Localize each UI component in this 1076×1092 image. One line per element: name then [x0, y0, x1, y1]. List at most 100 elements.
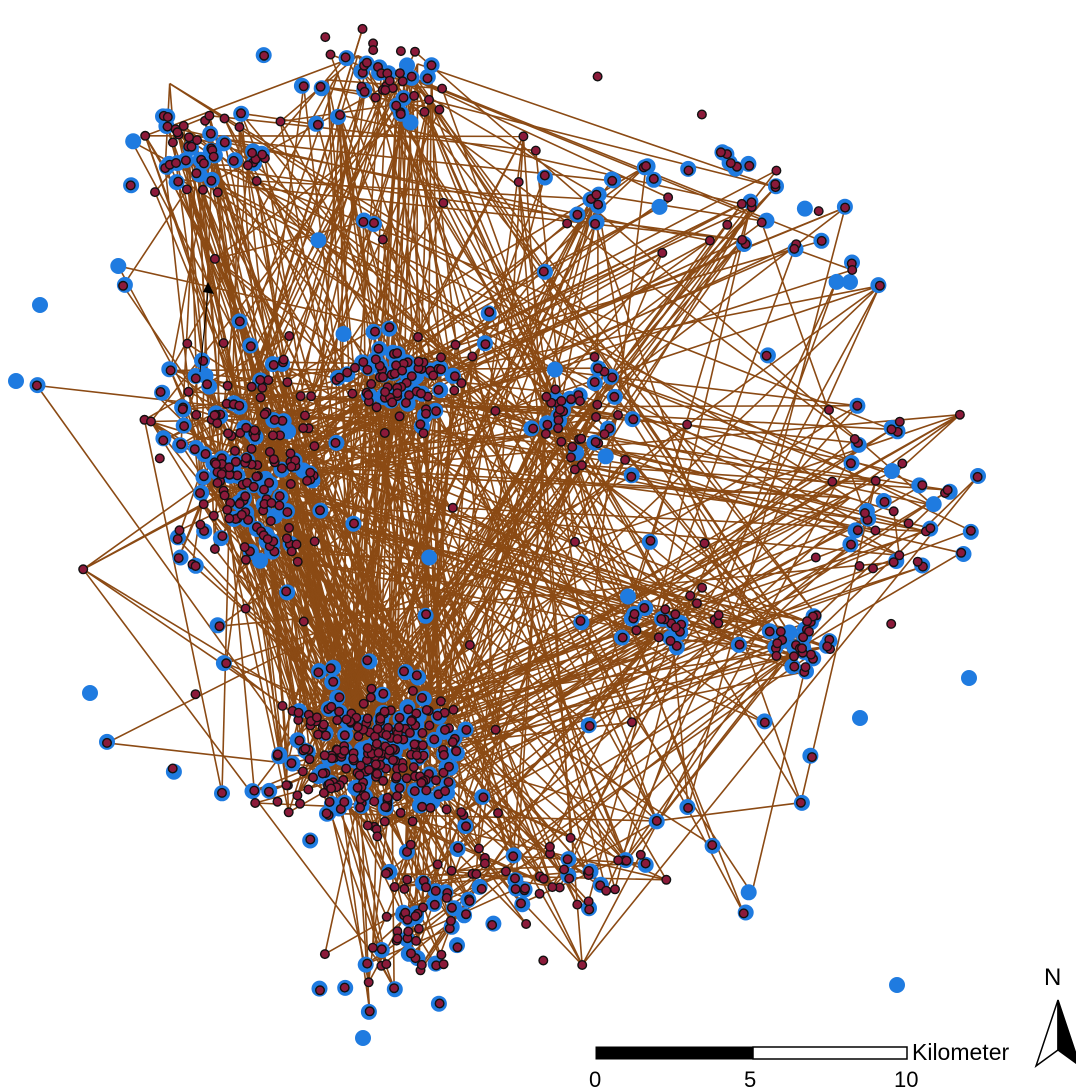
location-point-dark: [198, 499, 209, 510]
location-point-dark: [375, 713, 386, 724]
route-segment: [36, 385, 312, 770]
location-point-dark: [31, 380, 42, 391]
location-point-dark: [372, 723, 383, 734]
route-segment: [452, 507, 926, 533]
location-point-dark: [736, 198, 747, 209]
route-segment: [299, 62, 368, 397]
route-segment: [254, 201, 669, 438]
location-point-dark: [339, 982, 350, 993]
location-point-dark: [172, 534, 183, 545]
location-point-dark: [286, 758, 297, 769]
route-segment: [475, 136, 525, 875]
location-point-dark: [247, 147, 258, 158]
location-point-dark: [413, 923, 424, 934]
location-point-dark: [440, 786, 451, 797]
location-point-dark: [661, 874, 672, 885]
route-segment: [122, 188, 188, 287]
location-point-dark: [426, 60, 437, 71]
route-segment: [310, 109, 441, 397]
location-point-dark: [294, 735, 305, 746]
location-point-dark: [317, 768, 328, 779]
location-point-dark: [295, 798, 306, 809]
location-point-dark: [384, 322, 395, 333]
scale-bar-black-segment: [595, 1046, 754, 1060]
location-point-dark: [407, 816, 418, 827]
location-point-dark: [547, 882, 558, 893]
route-segment: [581, 476, 979, 966]
location-point-blue: [355, 1030, 371, 1046]
location-point-blue: [421, 549, 438, 566]
location-point-dark: [854, 561, 865, 572]
location-point-dark: [761, 350, 772, 361]
location-point-dark: [315, 985, 326, 996]
location-point-dark: [441, 804, 452, 815]
location-point-dark: [216, 787, 227, 798]
location-point-dark: [436, 949, 447, 960]
location-point-dark: [572, 899, 583, 910]
location-point-dark: [544, 841, 555, 852]
route-segment: [382, 169, 777, 378]
location-point-dark: [402, 914, 413, 925]
location-point-dark: [626, 471, 637, 482]
route-segment: [372, 414, 961, 949]
location-point-dark: [379, 428, 390, 439]
route-segment: [249, 550, 713, 846]
location-point-dark: [306, 391, 317, 402]
location-point-dark: [562, 218, 573, 229]
location-point-dark: [362, 713, 373, 724]
dark-points-layer: [31, 23, 983, 1017]
location-point-dark: [155, 387, 166, 398]
location-point-dark: [699, 538, 710, 549]
location-point-dark: [358, 216, 369, 227]
location-point-dark: [609, 391, 620, 402]
route-segment: [345, 393, 399, 769]
location-point-dark: [251, 471, 262, 482]
route-segment: [588, 424, 688, 727]
location-point-dark: [410, 46, 421, 57]
location-point-dark: [352, 782, 363, 793]
location-point-dark: [379, 816, 390, 827]
route-segment: [255, 180, 371, 1012]
location-point-dark: [222, 504, 233, 515]
location-point-dark: [189, 444, 200, 455]
location-point-dark: [430, 885, 441, 896]
location-point-dark: [416, 777, 427, 788]
location-point-dark: [894, 416, 905, 427]
location-point-dark: [268, 360, 279, 371]
location-point-dark: [846, 539, 857, 550]
location-point-dark: [257, 149, 268, 160]
location-point-dark: [870, 475, 881, 486]
location-point-dark: [370, 92, 381, 103]
route-segment: [415, 284, 881, 377]
route-segment: [225, 413, 961, 665]
location-point-dark: [417, 801, 428, 812]
location-point-dark: [399, 884, 410, 895]
location-point-dark: [487, 920, 498, 931]
location-point-dark: [388, 755, 399, 766]
location-point-dark: [575, 396, 586, 407]
location-point-dark: [789, 661, 800, 672]
location-point-dark: [599, 429, 610, 440]
location-point-dark: [320, 730, 331, 741]
location-point-dark: [198, 158, 209, 169]
location-point-dark: [434, 998, 445, 1009]
location-point-dark: [464, 896, 475, 907]
route-segment: [199, 150, 214, 494]
location-point-dark: [330, 437, 341, 448]
location-point-dark: [417, 728, 428, 739]
location-point-dark: [651, 815, 662, 826]
route-segment: [167, 125, 596, 225]
route-segment: [175, 162, 743, 241]
location-point-dark: [822, 641, 833, 652]
location-point-dark: [283, 807, 294, 818]
route-segment: [268, 482, 789, 634]
location-point-dark: [610, 884, 621, 895]
location-point-dark: [401, 773, 412, 784]
location-point-blue: [597, 448, 614, 465]
location-point-dark: [607, 175, 618, 186]
location-point-dark: [399, 666, 410, 677]
location-point-dark: [421, 609, 432, 620]
location-point-dark: [407, 685, 418, 696]
route-segment: [372, 252, 664, 949]
location-point-dark: [360, 791, 371, 802]
